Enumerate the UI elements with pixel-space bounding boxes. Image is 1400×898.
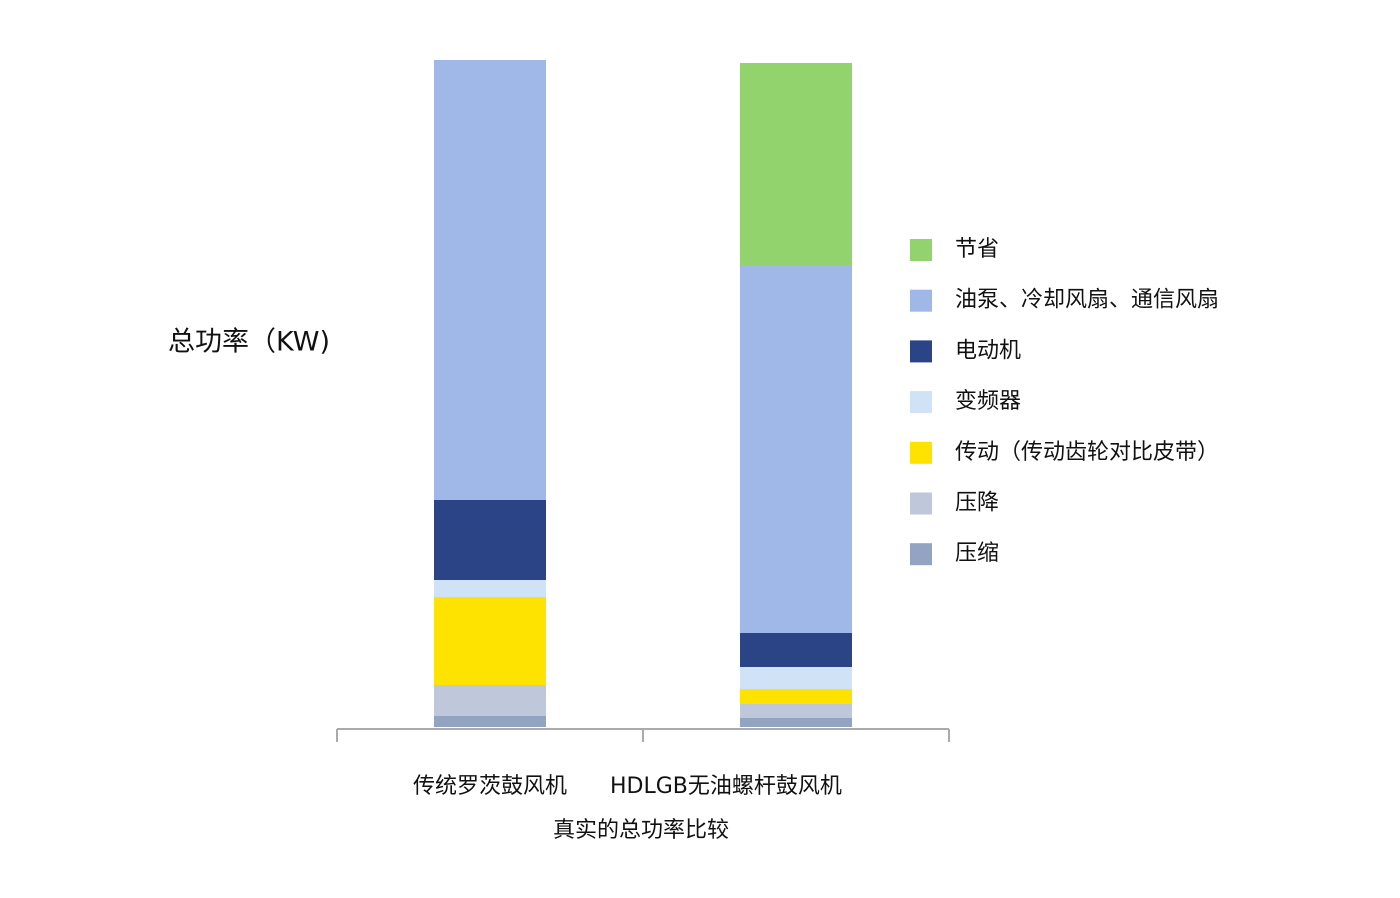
- bar-segment: [434, 60, 546, 500]
- legend-swatch: [910, 391, 932, 414]
- x-axis-label: 真实的总功率比较: [553, 818, 729, 843]
- legend-swatch: [910, 441, 932, 464]
- legend-swatch: [910, 543, 932, 566]
- legend-label: 油泵、冷却风扇、通信风扇: [955, 288, 1219, 313]
- bar-segment: [434, 597, 546, 685]
- legend-label: 节省: [955, 237, 999, 262]
- bar-segment: [740, 718, 852, 727]
- legend-swatch: [910, 340, 932, 363]
- y-axis-label: 总功率（KW): [168, 327, 330, 358]
- bar-segment: [740, 265, 852, 633]
- bar-segment: [740, 704, 852, 718]
- bar-segment: [434, 500, 546, 580]
- legend-swatch: [910, 239, 932, 261]
- bar-segment: [740, 667, 852, 689]
- x-tick-label: HDLGB无油螺杆鼓风机: [610, 774, 842, 799]
- legend-label: 压降: [955, 491, 999, 516]
- bar-segment: [434, 716, 546, 727]
- legend-swatch: [910, 289, 932, 312]
- bar-segment: [740, 633, 852, 667]
- legend-label: 压缩: [955, 541, 999, 566]
- bar-segment: [740, 63, 852, 265]
- bar-segment: [434, 580, 546, 597]
- legend-label: 传动（传动齿轮对比皮带）: [955, 440, 1219, 465]
- legend-label: 电动机: [955, 338, 1021, 363]
- bar-segment: [740, 689, 852, 704]
- legend-swatch: [910, 492, 932, 515]
- legend-label: 变频器: [955, 389, 1021, 414]
- x-tick-label: 传统罗茨鼓风机: [413, 774, 567, 799]
- bar-segment: [434, 685, 546, 716]
